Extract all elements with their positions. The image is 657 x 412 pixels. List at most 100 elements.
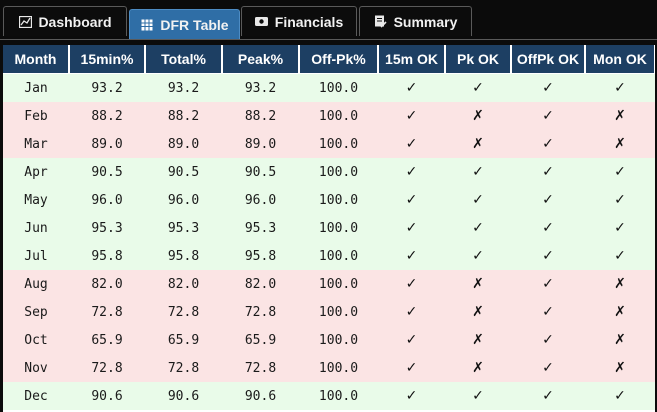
cell-mon-ok: ✓ bbox=[585, 74, 655, 102]
cell-total-pct: 90.6 bbox=[145, 382, 222, 410]
cell-offpk-ok: ✓ bbox=[511, 102, 585, 130]
cell-off-peak-pct: 100.0 bbox=[299, 130, 378, 158]
cell-month: Dec bbox=[3, 382, 69, 410]
cell-15m-ok: ✓ bbox=[378, 186, 445, 214]
cell-offpk-ok: ✓ bbox=[511, 74, 585, 102]
cell-peak-pct: 93.2 bbox=[222, 74, 299, 102]
cell-off-peak-pct: 100.0 bbox=[299, 270, 378, 298]
cell-pk-ok: ✓ bbox=[445, 382, 511, 410]
cell-mon-ok: ✓ bbox=[585, 186, 655, 214]
cell-month: Nov bbox=[3, 354, 69, 382]
cell-peak-pct: 95.3 bbox=[222, 214, 299, 242]
cell-15min-pct: 95.8 bbox=[69, 242, 145, 270]
cell-total-pct: 90.5 bbox=[145, 158, 222, 186]
cell-15m-ok: ✓ bbox=[378, 214, 445, 242]
tab-label: DFR Table bbox=[160, 17, 229, 33]
cell-off-peak-pct: 100.0 bbox=[299, 242, 378, 270]
cell-15m-ok: ✓ bbox=[378, 130, 445, 158]
cell-off-peak-pct: 100.0 bbox=[299, 214, 378, 242]
tab-bar: Dashboard DFR Table Financials Summary bbox=[0, 0, 657, 40]
table-row[interactable]: Jun 95.3 95.3 95.3 100.0 ✓ ✓ ✓ ✓ bbox=[3, 214, 655, 242]
cell-mon-ok: ✗ bbox=[585, 270, 655, 298]
table-row[interactable]: Dec 90.6 90.6 90.6 100.0 ✓ ✓ ✓ ✓ bbox=[3, 382, 655, 410]
cell-offpk-ok: ✓ bbox=[511, 326, 585, 354]
cell-15m-ok: ✓ bbox=[378, 354, 445, 382]
cell-peak-pct: 96.0 bbox=[222, 186, 299, 214]
cell-offpk-ok: ✓ bbox=[511, 354, 585, 382]
table-row[interactable]: Nov 72.8 72.8 72.8 100.0 ✓ ✗ ✓ ✗ bbox=[3, 354, 655, 382]
tab-label: Dashboard bbox=[38, 13, 112, 30]
table-row[interactable]: Oct 65.9 65.9 65.9 100.0 ✓ ✗ ✓ ✗ bbox=[3, 326, 655, 354]
cell-total-pct: 89.0 bbox=[145, 130, 222, 158]
cell-offpk-ok: ✓ bbox=[511, 214, 585, 242]
cell-15min-pct: 95.3 bbox=[69, 214, 145, 242]
cell-mon-ok: ✗ bbox=[585, 326, 655, 354]
cell-pk-ok: ✗ bbox=[445, 270, 511, 298]
cell-pk-ok: ✗ bbox=[445, 102, 511, 130]
column-header-15m-ok[interactable]: 15m OK bbox=[378, 45, 445, 74]
column-header-mon-ok[interactable]: Mon OK bbox=[585, 45, 655, 74]
column-header-peak-pct[interactable]: Peak% bbox=[222, 45, 299, 74]
column-header-offpk-ok[interactable]: OffPk OK bbox=[511, 45, 585, 74]
column-header-month[interactable]: Month bbox=[3, 45, 69, 74]
cell-peak-pct: 95.8 bbox=[222, 242, 299, 270]
cell-pk-ok: ✓ bbox=[445, 242, 511, 270]
cell-15min-pct: 65.9 bbox=[69, 326, 145, 354]
cell-mon-ok: ✗ bbox=[585, 130, 655, 158]
cell-offpk-ok: ✓ bbox=[511, 298, 585, 326]
column-header-total-pct[interactable]: Total% bbox=[145, 45, 222, 74]
tab-summary[interactable]: Summary bbox=[359, 6, 472, 36]
table-row[interactable]: Sep 72.8 72.8 72.8 100.0 ✓ ✗ ✓ ✗ bbox=[3, 298, 655, 326]
cell-pk-ok: ✓ bbox=[445, 214, 511, 242]
cell-15m-ok: ✓ bbox=[378, 102, 445, 130]
cell-off-peak-pct: 100.0 bbox=[299, 382, 378, 410]
table-row[interactable]: Feb 88.2 88.2 88.2 100.0 ✓ ✗ ✓ ✗ bbox=[3, 102, 655, 130]
cell-pk-ok: ✗ bbox=[445, 130, 511, 158]
table-row[interactable]: Aug 82.0 82.0 82.0 100.0 ✓ ✗ ✓ ✗ bbox=[3, 270, 655, 298]
tab-financials[interactable]: Financials bbox=[241, 6, 357, 36]
tab-label: Summary bbox=[393, 13, 458, 30]
cell-15m-ok: ✓ bbox=[378, 74, 445, 102]
table-row[interactable]: Jul 95.8 95.8 95.8 100.0 ✓ ✓ ✓ ✓ bbox=[3, 242, 655, 270]
cell-15m-ok: ✓ bbox=[378, 326, 445, 354]
cell-off-peak-pct: 100.0 bbox=[299, 326, 378, 354]
cell-15m-ok: ✓ bbox=[378, 382, 445, 410]
cell-peak-pct: 65.9 bbox=[222, 326, 299, 354]
cell-peak-pct: 72.8 bbox=[222, 298, 299, 326]
cell-15min-pct: 88.2 bbox=[69, 102, 145, 130]
dfr-table-panel: Month 15min% Total% Peak% Off-Pk% 15m OK… bbox=[3, 45, 655, 412]
cell-pk-ok: ✗ bbox=[445, 354, 511, 382]
cell-off-peak-pct: 100.0 bbox=[299, 102, 378, 130]
tab-dashboard[interactable]: Dashboard bbox=[3, 6, 127, 36]
cell-15min-pct: 82.0 bbox=[69, 270, 145, 298]
cell-total-pct: 72.8 bbox=[145, 298, 222, 326]
cell-total-pct: 96.0 bbox=[145, 186, 222, 214]
cell-mon-ok: ✓ bbox=[585, 214, 655, 242]
cell-mon-ok: ✗ bbox=[585, 298, 655, 326]
table-row[interactable]: May 96.0 96.0 96.0 100.0 ✓ ✓ ✓ ✓ bbox=[3, 186, 655, 214]
cell-15m-ok: ✓ bbox=[378, 158, 445, 186]
cell-mon-ok: ✓ bbox=[585, 382, 655, 410]
table-row[interactable]: Mar 89.0 89.0 89.0 100.0 ✓ ✗ ✓ ✗ bbox=[3, 130, 655, 158]
cell-mon-ok: ✗ bbox=[585, 354, 655, 382]
cell-month: Apr bbox=[3, 158, 69, 186]
cell-total-pct: 93.2 bbox=[145, 74, 222, 102]
cell-15min-pct: 90.6 bbox=[69, 382, 145, 410]
cell-15min-pct: 96.0 bbox=[69, 186, 145, 214]
cell-total-pct: 95.3 bbox=[145, 214, 222, 242]
tab-label: Financials bbox=[274, 13, 344, 30]
column-header-off-peak-pct[interactable]: Off-Pk% bbox=[299, 45, 378, 74]
table-row[interactable]: Jan 93.2 93.2 93.2 100.0 ✓ ✓ ✓ ✓ bbox=[3, 74, 655, 102]
money-icon bbox=[255, 15, 269, 29]
cell-15m-ok: ✓ bbox=[378, 242, 445, 270]
cell-month: Jul bbox=[3, 242, 69, 270]
cell-pk-ok: ✓ bbox=[445, 74, 511, 102]
cell-off-peak-pct: 100.0 bbox=[299, 186, 378, 214]
column-header-pk-ok[interactable]: Pk OK bbox=[445, 45, 511, 74]
tab-dfr-table[interactable]: DFR Table bbox=[129, 9, 240, 40]
table-header-row: Month 15min% Total% Peak% Off-Pk% 15m OK… bbox=[3, 45, 655, 74]
column-header-15min-pct[interactable]: 15min% bbox=[69, 45, 145, 74]
cell-peak-pct: 89.0 bbox=[222, 130, 299, 158]
cell-15min-pct: 89.0 bbox=[69, 130, 145, 158]
table-row[interactable]: Apr 90.5 90.5 90.5 100.0 ✓ ✓ ✓ ✓ bbox=[3, 158, 655, 186]
